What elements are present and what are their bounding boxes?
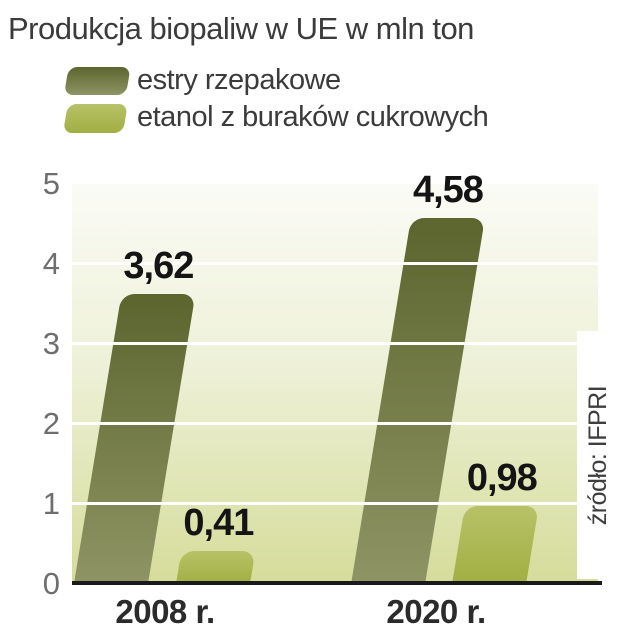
value-label-2020-etanol: 0,98 [466,456,538,499]
value-label-2008-estry: 3,62 [123,245,194,288]
legend-swatch-estry-rzepakowe [64,67,131,95]
source-attribution: źródło: IFPRI [577,331,621,579]
y-axis-tick-3: 3 [42,326,60,361]
y-axis-tick-5: 5 [42,166,60,201]
legend-label-etanol: etanol z buraków cukrowych [137,101,489,133]
bar-2008-estry-rzepakowe [74,294,196,584]
legend-label-estry-rzepakowe: estry rzepakowe [137,64,341,96]
value-label-2008-etanol: 0,41 [183,502,254,545]
legend-swatch-etanol [63,104,128,133]
x-axis-label-2020: 2020 r. [386,593,486,630]
y-axis-tick-4: 4 [42,246,60,281]
chart-title: Produkcja biopaliw w UE w mln ton [8,11,474,46]
x-axis-baseline [72,581,602,585]
source-text: źródło: IFPRI [584,385,613,525]
y-axis-tick-1: 1 [42,486,60,521]
gridline-1 [72,502,598,505]
gridline-3 [72,342,598,345]
plot-area [72,184,598,584]
gridline-4 [72,262,598,265]
y-axis-tick-0: 0 [42,566,60,601]
x-axis-label-2008: 2008 r. [115,593,215,630]
gridline-2 [72,422,598,425]
bar-2020-etanol [452,505,539,584]
bar-2008-etanol [176,551,256,584]
y-axis-tick-2: 2 [42,406,60,441]
value-label-2020-estry: 4,58 [412,168,484,211]
